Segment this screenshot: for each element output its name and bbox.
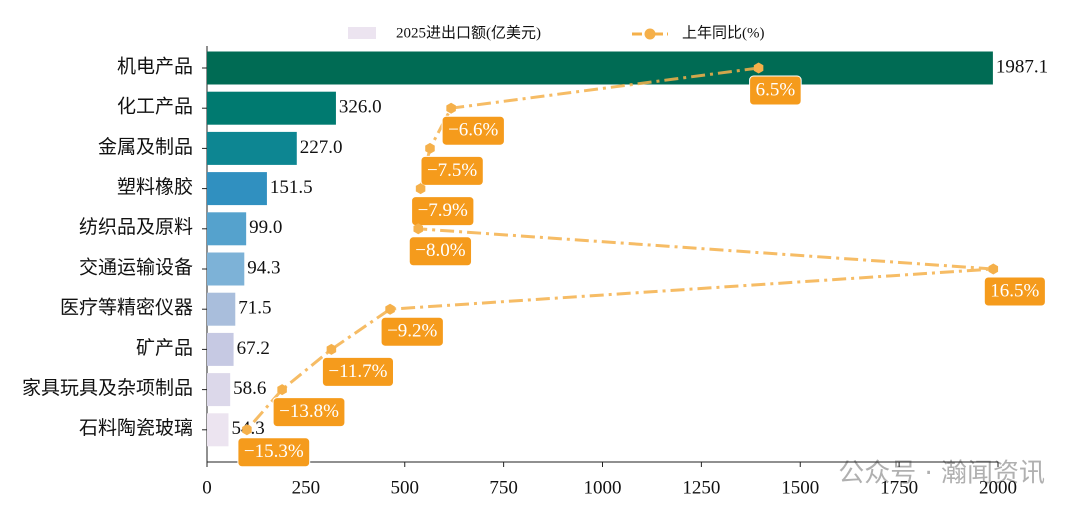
x-tick-label: 1250 — [682, 477, 720, 498]
y-tick-label: 医疗等精密仪器 — [60, 297, 193, 319]
point-label: 16.5% — [983, 276, 1046, 307]
point-label-box — [441, 115, 505, 146]
point-label-box — [983, 276, 1046, 307]
legend-label: 2025进出口额(亿美元) — [396, 24, 541, 41]
legend-label: 上年同比(%) — [682, 24, 765, 41]
line-marker — [446, 102, 456, 114]
point-label-box — [420, 155, 484, 186]
x-tick-label: 500 — [391, 477, 420, 498]
line-marker — [326, 343, 337, 355]
bar-value-label: 99.0 — [249, 217, 282, 238]
line-marker — [753, 62, 764, 74]
point-label-text: −6.6% — [448, 120, 498, 141]
line-marker — [277, 384, 287, 396]
bar — [207, 131, 297, 165]
legend-marker — [644, 28, 656, 40]
point-label: −6.6% — [441, 115, 505, 146]
bar — [207, 252, 245, 286]
x-tick-label: 1000 — [584, 477, 622, 498]
point-label: −13.8% — [272, 397, 346, 428]
point-label-text: −8.0% — [415, 240, 465, 261]
point-label-box — [272, 397, 346, 428]
point-label-text: −15.3% — [244, 441, 304, 462]
point-label: −8.0% — [408, 236, 473, 267]
bar-value-label: 1987.1 — [996, 56, 1048, 77]
x-tick-label: 2000 — [979, 477, 1017, 498]
point-label-text: 6.5% — [756, 79, 796, 100]
y-tick-label: 矿产品 — [136, 337, 193, 359]
bar-value-label: 58.6 — [233, 378, 266, 399]
point-label: −9.2% — [380, 316, 444, 347]
y-tick-label: 纺织品及原料 — [79, 216, 193, 238]
x-tick-label: 1500 — [781, 477, 819, 498]
bar — [207, 373, 231, 407]
point-label-box — [321, 356, 394, 387]
line-marker — [425, 142, 435, 154]
bar-value-label: 227.0 — [300, 137, 343, 158]
x-tick-label: 0 — [202, 477, 212, 498]
bar-value-label: 326.0 — [339, 97, 382, 118]
bar — [207, 332, 234, 366]
bar — [207, 91, 336, 125]
y-tick-label: 交通运输设备 — [79, 256, 193, 278]
line-marker — [988, 263, 999, 275]
point-label-box — [237, 437, 311, 468]
point-label: −7.9% — [411, 196, 475, 227]
bar-value-label: 94.3 — [247, 257, 280, 278]
x-tick-label: 1750 — [880, 477, 918, 498]
point-label-text: 16.5% — [990, 280, 1039, 301]
bar-value-label: 151.5 — [270, 177, 313, 198]
bar-value-label: 71.5 — [238, 298, 271, 319]
point-label-text: −9.2% — [387, 321, 437, 342]
watermark: 公众号 · 瀚闻资讯 — [838, 459, 1045, 489]
y-tick-label: 石料陶瓷玻璃 — [79, 417, 193, 439]
line-marker — [413, 223, 424, 235]
line-marker — [385, 303, 395, 315]
line — [245, 66, 994, 431]
point-label-text: −11.7% — [328, 361, 387, 382]
point-label-text: −7.5% — [427, 160, 477, 181]
y-tick-label: 化工产品 — [117, 96, 193, 118]
line-marker — [242, 424, 252, 436]
y-tick-label: 家具玩具及杂项制品 — [22, 377, 193, 399]
y-tick-label: 机电产品 — [117, 55, 193, 77]
y-tick-label: 塑料橡胶 — [117, 176, 193, 198]
bar-value-label: 67.2 — [237, 338, 270, 359]
bar — [207, 413, 229, 447]
line-marker — [415, 183, 426, 195]
point-label-text: −13.8% — [279, 401, 339, 422]
point-label-text: −7.9% — [418, 200, 468, 221]
point-label-box — [380, 316, 444, 347]
point-label: −15.3% — [237, 437, 311, 468]
point-label: 6.5% — [749, 75, 802, 106]
bar — [207, 212, 247, 246]
legend-swatch — [348, 27, 376, 39]
bar — [207, 292, 236, 326]
x-tick-label: 750 — [489, 477, 518, 498]
point-label: −7.5% — [420, 155, 484, 186]
point-label: −11.7% — [321, 356, 394, 387]
y-tick-label: 金属及制品 — [98, 136, 193, 158]
bar — [207, 51, 993, 85]
point-label-box — [749, 75, 802, 106]
x-tick-label: 250 — [292, 477, 321, 498]
bar — [207, 172, 267, 206]
point-label-box — [411, 196, 475, 227]
point-label-box — [408, 236, 473, 267]
